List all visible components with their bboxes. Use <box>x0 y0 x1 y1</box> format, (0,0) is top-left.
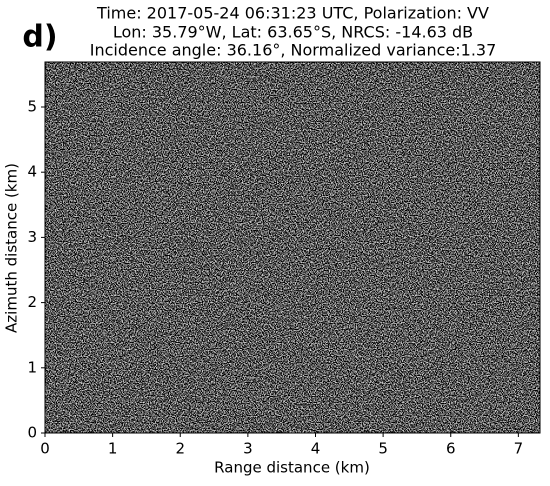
x-tick-label: 6 <box>446 440 456 458</box>
panel-label: d) <box>22 20 57 55</box>
x-tick-label: 3 <box>243 440 253 458</box>
x-tick-label: 7 <box>514 440 524 458</box>
title-line: Incidence angle: 36.16°, Normalized vari… <box>90 41 497 60</box>
sar-speckle <box>45 62 540 433</box>
y-tick-label: 4 <box>27 163 37 181</box>
y-tick-label: 5 <box>27 97 37 115</box>
y-tick-label: 3 <box>27 228 37 246</box>
title-line: Lon: 35.79°W, Lat: 63.65°S, NRCS: -14.63… <box>113 23 473 42</box>
title-line: Time: 2017-05-24 06:31:23 UTC, Polarizat… <box>96 4 489 23</box>
plot-frame <box>44 61 541 434</box>
y-axis-label: Azimuth distance (km) <box>3 163 21 333</box>
x-axis-label: Range distance (km) <box>214 459 370 477</box>
x-tick-label: 4 <box>311 440 321 458</box>
x-tick-label: 2 <box>175 440 185 458</box>
y-tick-label: 0 <box>27 424 37 442</box>
x-tick-label: 1 <box>108 440 118 458</box>
y-tick-label: 2 <box>27 293 37 311</box>
x-tick-label: 0 <box>40 440 50 458</box>
x-tick-label: 5 <box>378 440 388 458</box>
y-tick-label: 1 <box>27 358 37 376</box>
